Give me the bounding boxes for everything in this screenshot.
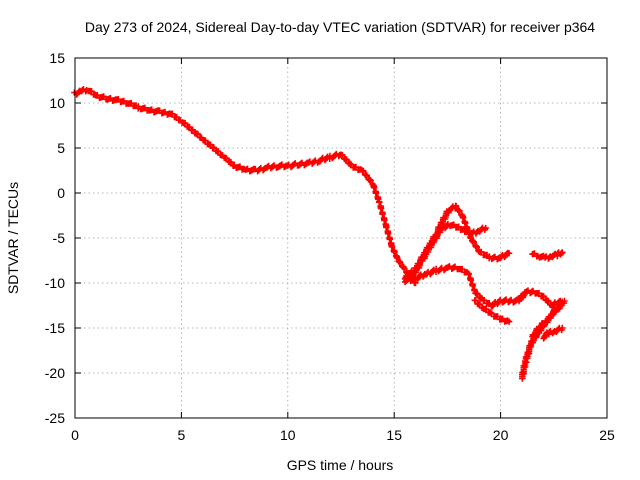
tick-layer: 0 5 10 15 20 25 -25 -20 -15 -10 -5 0 5 10 15 xyxy=(45,50,615,443)
x-tick-label: 10 xyxy=(280,427,296,443)
series-markers xyxy=(529,297,568,340)
series-markers xyxy=(529,249,566,262)
series-late-branch xyxy=(471,297,513,325)
data-layer xyxy=(71,86,568,382)
y-tick-label: 10 xyxy=(49,95,65,111)
series-lower-branch xyxy=(401,263,564,310)
series-end-segment xyxy=(540,324,566,342)
x-tick-label: 25 xyxy=(599,427,615,443)
series-markers xyxy=(401,263,564,310)
series-late-upper-segment xyxy=(529,249,566,262)
y-tick-label: -10 xyxy=(45,275,65,291)
y-tick-label: -5 xyxy=(53,230,66,246)
y-tick-label: 5 xyxy=(57,140,65,156)
y-tick-label: 0 xyxy=(57,185,65,201)
y-tick-label: -20 xyxy=(45,365,65,381)
x-tick-label: 15 xyxy=(386,427,402,443)
y-axis-label: SDTVAR / TECUs xyxy=(5,182,21,294)
y-tick-label: 15 xyxy=(49,50,65,66)
series-main-track xyxy=(71,86,419,287)
x-axis-label: GPS time / hours xyxy=(287,457,394,473)
y-tick-label: -25 xyxy=(45,410,65,426)
x-tick-label: 0 xyxy=(71,427,79,443)
series-final-rise xyxy=(529,297,568,340)
series-markers xyxy=(71,86,419,287)
chart-title: Day 273 of 2024, Sidereal Day-to-day VTE… xyxy=(85,19,595,35)
series-markers xyxy=(471,297,513,325)
x-tick-label: 5 xyxy=(178,427,186,443)
series-markers xyxy=(540,324,566,342)
x-tick-label: 20 xyxy=(493,427,509,443)
grid-layer xyxy=(75,58,607,418)
y-tick-label: -15 xyxy=(45,320,65,336)
